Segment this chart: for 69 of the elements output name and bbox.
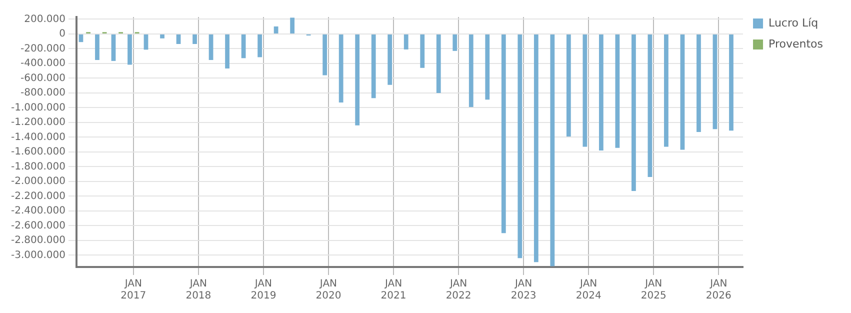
bar: [729, 34, 734, 131]
bar: [78, 34, 84, 42]
bar: [192, 34, 197, 44]
bar: [615, 34, 620, 148]
x-tick-label: JAN 2020: [316, 278, 342, 302]
y-tick-label: -3.000.000: [10, 250, 66, 261]
y-tick-label: -2.200.000: [10, 190, 66, 202]
y-tick-label: -1.200.000: [10, 117, 66, 128]
x-tick-label: JAN 2024: [576, 278, 602, 302]
bar: [534, 34, 538, 262]
y-tick-label: -2.800.000: [10, 235, 66, 246]
bar: [225, 34, 230, 68]
bar: [712, 34, 718, 130]
y-tick-label: -1.000.000: [10, 102, 66, 114]
y-tick-label: -400.000: [20, 58, 66, 70]
bar: [176, 34, 181, 44]
bar: [550, 34, 555, 266]
bar: [664, 34, 668, 147]
y-tick-label: -1.600.000: [10, 146, 66, 158]
bar: [598, 34, 604, 150]
x-tick-label: JAN 2026: [706, 278, 732, 302]
bar: [241, 34, 246, 58]
y-tick-label: -2.000.000: [10, 176, 66, 188]
bar: [111, 34, 116, 61]
y-tick-label: -2.600.000: [10, 220, 66, 232]
bar: [371, 34, 376, 98]
bar: [485, 34, 490, 100]
legend-label: Lucro Líq: [768, 16, 818, 30]
x-tick-label: JAN 2025: [640, 278, 666, 302]
x-tick-label: JAN 2017: [120, 278, 146, 302]
y-tick-label: -1.400.000: [10, 132, 66, 143]
bar: [566, 34, 571, 136]
bar: [160, 34, 164, 38]
bar: [452, 34, 458, 51]
bar: [144, 34, 148, 50]
bar: [338, 34, 344, 103]
bar: [680, 34, 685, 150]
legend-label: Proventos: [768, 37, 824, 50]
bar: [501, 34, 506, 234]
bar: [95, 34, 100, 60]
bar: [436, 34, 441, 93]
y-tick-label: -600.000: [20, 72, 66, 84]
x-tick-label: JAN 2022: [446, 278, 472, 302]
bar: [632, 34, 636, 192]
bar: [128, 34, 132, 65]
bar: [696, 34, 701, 132]
bar: [648, 34, 652, 178]
y-tick-label: -2.400.000: [10, 206, 66, 217]
bar: [420, 34, 425, 68]
bar: [582, 34, 588, 147]
x-tick-label: JAN 2023: [510, 278, 536, 302]
y-tick-label: 200.000: [24, 14, 66, 25]
bar: [355, 34, 360, 126]
bar: [468, 34, 474, 107]
x-tick-label: JAN 2021: [380, 278, 406, 302]
x-tick-label: JAN 2019: [250, 278, 276, 302]
y-tick-label: -800.000: [20, 88, 66, 99]
bar: [208, 34, 214, 60]
y-tick-label: 0: [59, 28, 66, 40]
y-tick-label: -200.000: [20, 43, 66, 54]
bar: [290, 18, 295, 34]
y-tick-label: -1.800.000: [10, 161, 66, 172]
bar: [388, 34, 392, 85]
bar: [274, 26, 278, 34]
bar: [518, 34, 522, 258]
bar: [404, 34, 408, 50]
bar: [322, 34, 328, 76]
bar: [258, 34, 262, 58]
x-tick-label: JAN 2018: [186, 278, 212, 302]
